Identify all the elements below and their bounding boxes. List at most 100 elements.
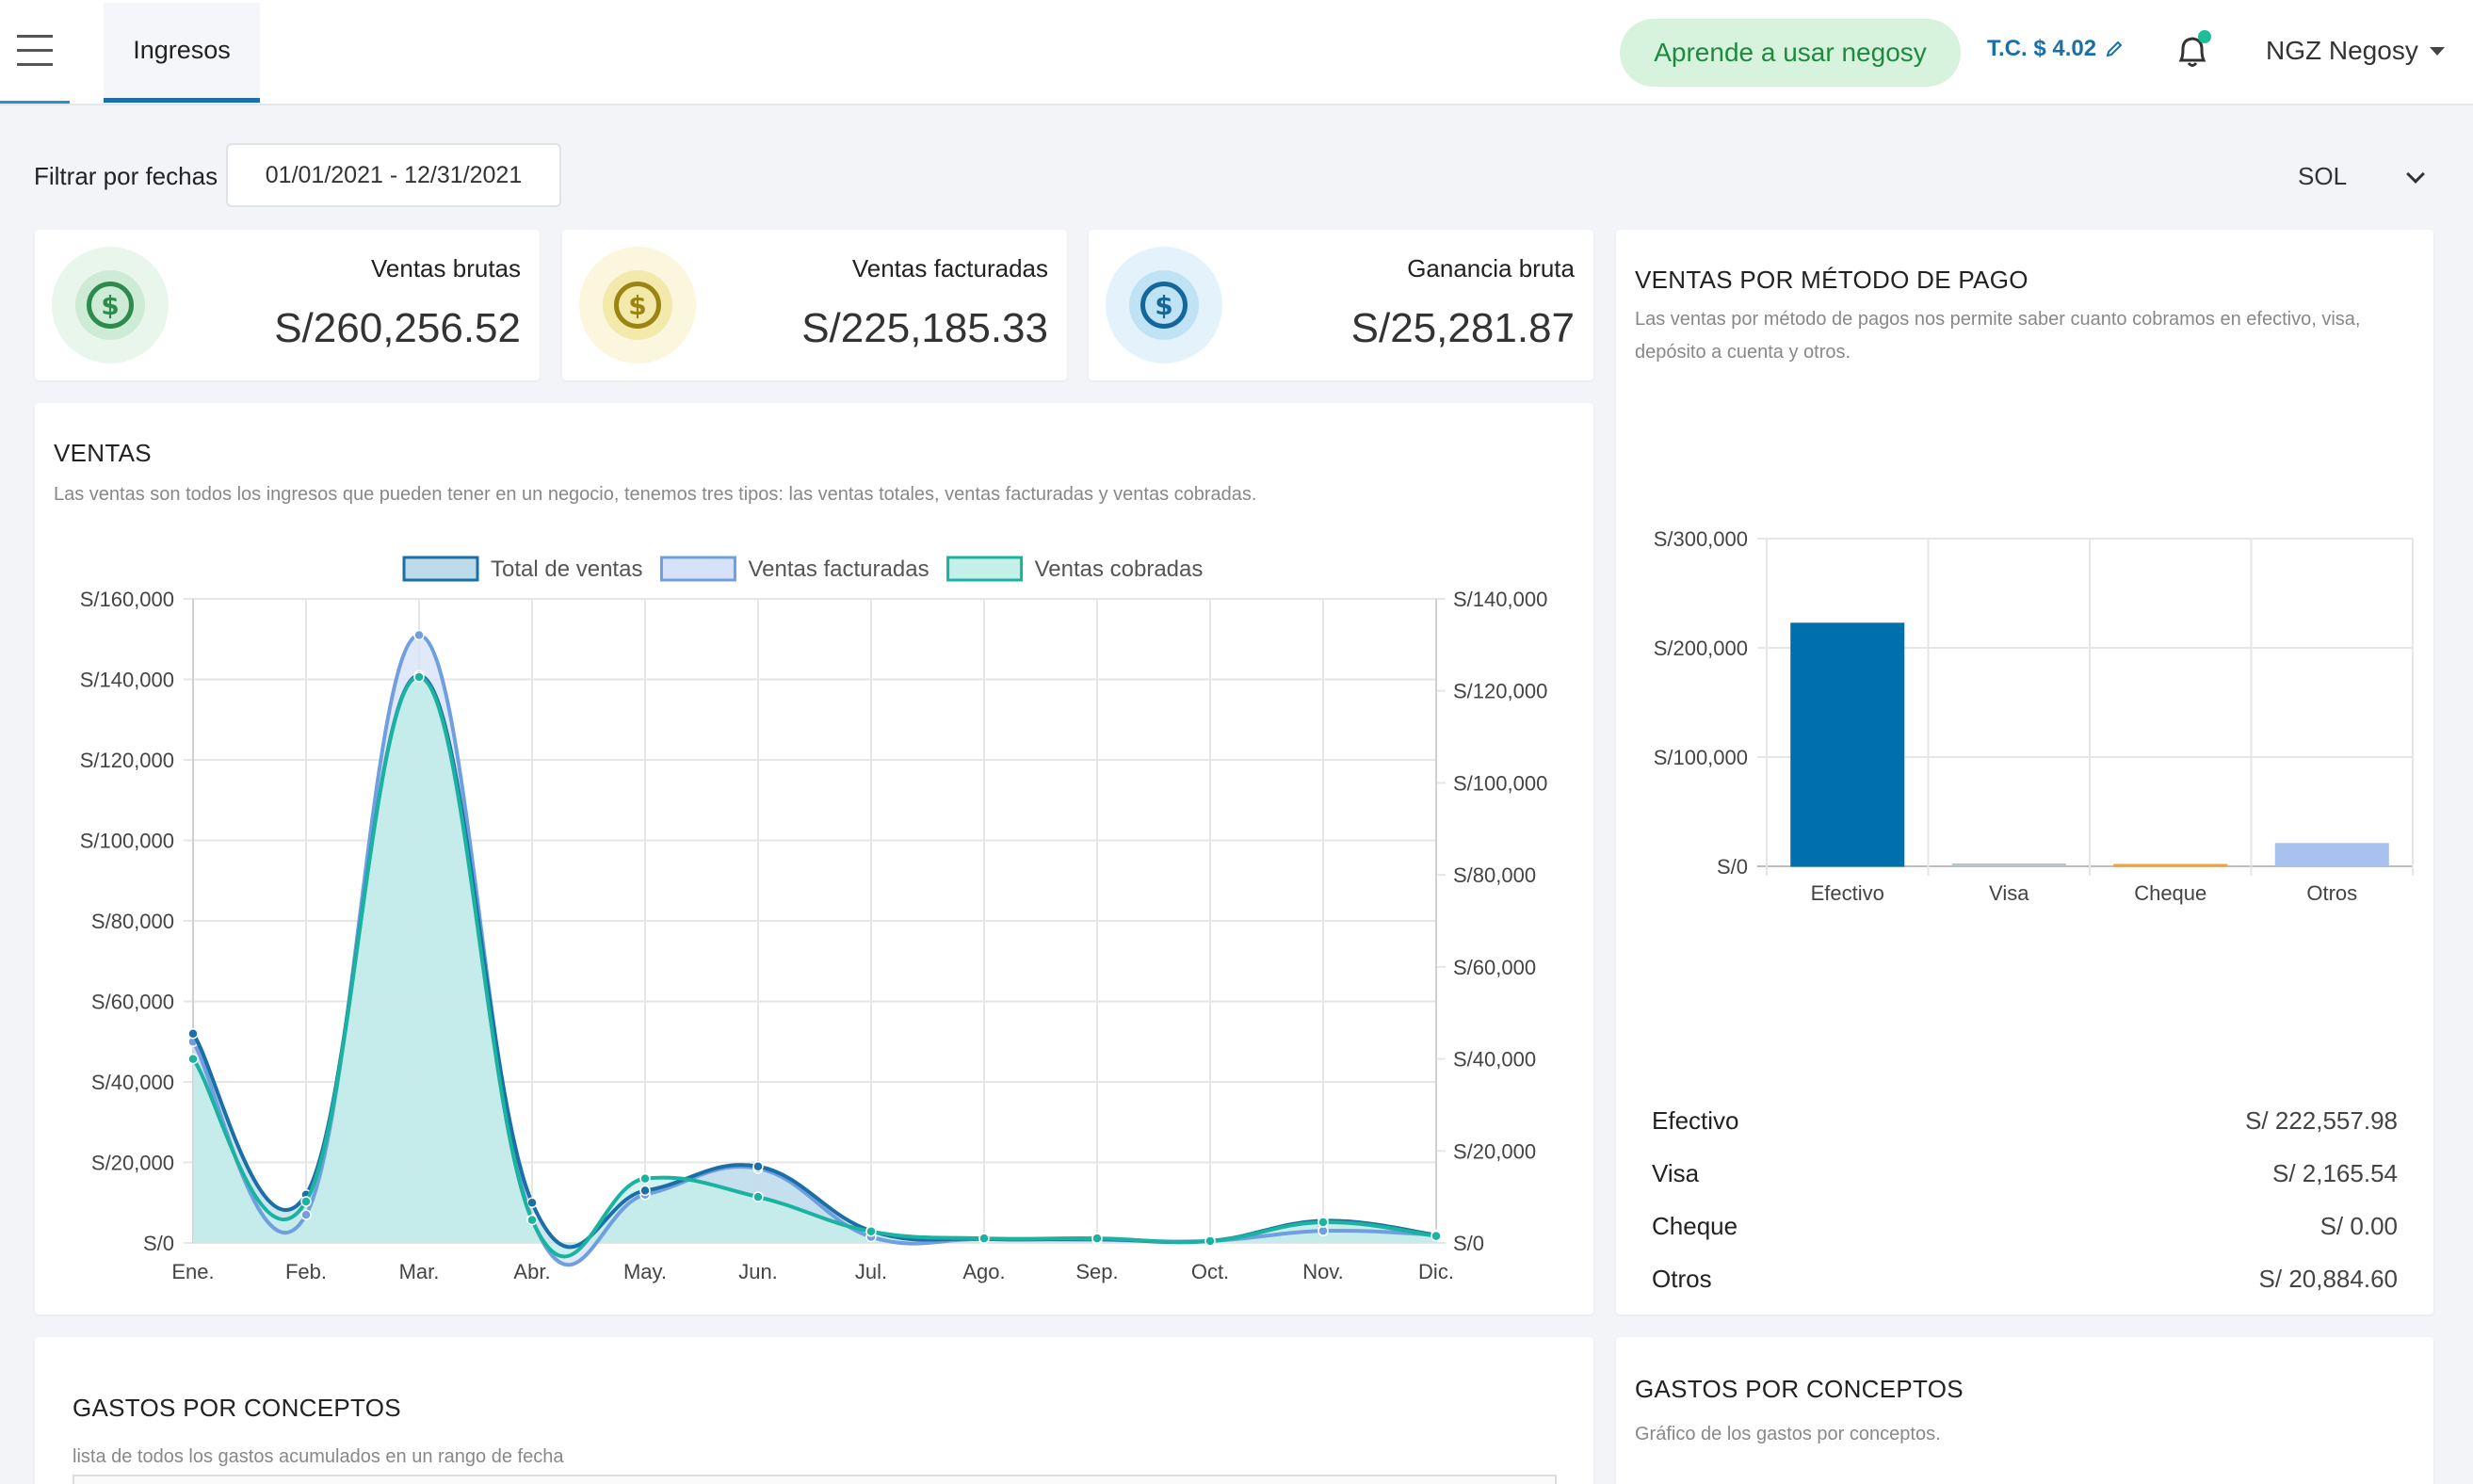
y-tick-label: S/0 [1717,855,1748,879]
data-point [526,1214,538,1226]
caret-down-icon [2429,46,2445,56]
gastos-list-card: GASTOS POR CONCEPTOS lista de todos los … [35,1337,1593,1484]
x-tick-label: Efectivo [1811,881,1884,905]
data-point [300,1209,312,1220]
data-point [639,1185,651,1197]
x-tick-label: Oct. [1191,1260,1229,1283]
company-name: NGZ Negosy [2266,36,2418,65]
hamburger-menu-button[interactable] [0,0,70,104]
dollar-icon: $ [52,247,169,363]
data-point [413,671,425,683]
x-tick-label: Ene. [171,1260,214,1283]
y-tick-label-left: S/120,000 [80,749,174,772]
data-point [1430,1230,1442,1242]
gastos-chart-title: GASTOS POR CONCEPTOS [1635,1375,1964,1403]
y-tick-label-left: S/60,000 [91,991,174,1014]
data-point [300,1196,312,1207]
payment-value: S/ 222,557.98 [2245,1105,2398,1135]
payment-value: S/ 0.00 [2319,1211,2398,1240]
exchange-rate-button[interactable]: T.C. $ 4.02 [1987,36,2123,62]
x-tick-label: Cheque [2134,881,2206,905]
legend-swatch [946,556,1024,582]
dollar-icon: $ [579,247,696,363]
y-tick-label-left: S/20,000 [91,1152,174,1175]
legend-swatch [659,556,736,582]
hamburger-icon [17,29,53,72]
y-tick-label-right: S/20,000 [1453,1139,1536,1163]
payment-label: Visa [1652,1158,1700,1187]
gastos-chart-card: GASTOS POR CONCEPTOS Gráfico de los gast… [1616,1337,2433,1484]
ventas-title: VENTAS [54,439,152,467]
bar [1790,622,1905,867]
notification-dot [2198,30,2211,43]
y-tick-label-right: S/120,000 [1453,680,1547,703]
date-filter-label: Filtrar por fechas [34,162,218,190]
y-tick-label-right: S/0 [1453,1232,1484,1255]
tab-ingresos[interactable]: Ingresos [104,3,260,103]
exchange-rate-label: T.C. $ 4.02 [1987,36,2097,61]
payment-row-efectivo: Efectivo S/ 222,557.98 [1652,1102,2398,1139]
company-menu[interactable]: NGZ Negosy [2266,36,2445,66]
sales-area-chart: S/0 S/20,000 S/40,000 S/60,000 S/80,000 S/100… [80,556,1547,1283]
date-range-input[interactable]: 01/01/2021 - 12/31/2021 [226,143,561,207]
data-point [639,1172,651,1185]
ventas-card: VENTAS Las ventas son todos los ingresos… [35,403,1593,1315]
ventas-description: Las ventas son todos los ingresos que pu… [54,484,1257,505]
x-tick-label: May. [623,1260,667,1283]
data-point [752,1191,764,1202]
y-tick-label-left: S/160,000 [80,588,174,611]
kpi-label: Ganancia bruta [1407,254,1575,282]
gastos-list-title: GASTOS POR CONCEPTOS [73,1394,401,1422]
x-tick-label: Feb. [285,1260,327,1283]
data-point [752,1161,764,1172]
y-tick-label-left: S/100,000 [80,830,174,853]
y-tick-label: S/300,000 [1654,527,1748,551]
legend-swatch [402,556,479,582]
kpi-card-ventas-facturadas: $ Ventas facturadas S/225,185.33 [562,230,1067,380]
payment-label: Efectivo [1652,1105,1739,1135]
y-tick-label-right: S/60,000 [1453,956,1536,979]
x-tick-label: Otros [2306,881,2357,905]
legend-label: Ventas cobradas [1035,556,1204,582]
data-point [1091,1233,1103,1244]
y-tick-label-left: S/0 [143,1232,174,1255]
bar [2113,863,2228,867]
x-tick-label: Jun. [738,1260,778,1283]
data-point [413,629,425,641]
payment-label: Otros [1652,1264,1712,1293]
y-tick-label-right: S/40,000 [1453,1048,1536,1072]
payment-value: S/ 20,884.60 [2258,1264,2398,1293]
bar [1951,863,2066,867]
kpi-value: S/25,281.87 [1350,305,1575,351]
x-tick-label: Jul. [855,1260,887,1283]
payment-bar-chart: S/0 S/100,000 S/200,000 S/300,000 Efectivo Vi… [1654,527,2414,905]
bar [2274,843,2389,867]
legend-label: Total de ventas [491,556,642,582]
chevron-down-icon[interactable] [2406,165,2425,184]
y-tick-label-left: S/40,000 [91,1071,174,1094]
kpi-value: S/225,185.33 [801,305,1048,351]
top-bar: Ingresos Aprende a usar negosy T.C. $ 4.… [0,0,2473,105]
y-tick-label-right: S/100,000 [1453,771,1547,795]
dollar-icon: $ [1106,247,1222,363]
y-tick-label-left: S/80,000 [91,910,174,933]
y-tick-label: S/200,000 [1654,637,1748,660]
payment-description: Las ventas por método de pagos nos permi… [1635,309,2361,363]
data-point [526,1197,538,1208]
gastos-table [73,1475,1557,1484]
x-tick-label: Abr. [513,1260,550,1283]
data-point [187,1053,199,1065]
payment-row-otros: Otros S/ 20,884.60 [1652,1260,2398,1298]
payment-row-visa: Visa S/ 2,165.54 [1652,1154,2398,1192]
x-tick-label: Mar. [399,1260,440,1283]
x-tick-label: Ago. [962,1260,1005,1283]
data-point [978,1233,990,1244]
pencil-icon [2106,40,2123,57]
notification-bell-icon[interactable] [2174,30,2211,72]
data-point [1204,1235,1216,1247]
y-tick-label-right: S/140,000 [1453,588,1547,611]
payment-label: Cheque [1652,1211,1738,1240]
currency-select[interactable]: SOL [2298,162,2348,190]
x-tick-label: Sep. [1075,1260,1118,1283]
learn-negosy-button[interactable]: Aprende a usar negosy [1620,19,1961,87]
